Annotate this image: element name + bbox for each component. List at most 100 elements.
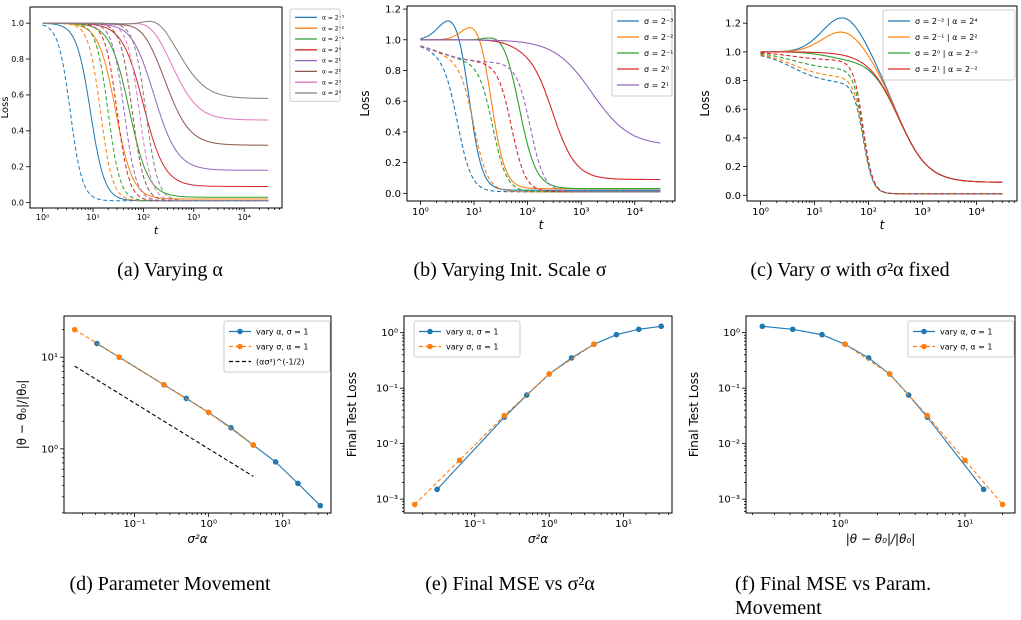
legend-box (223, 320, 331, 373)
y-tick-label: 1.0 (11, 19, 24, 28)
y-axis-label: |θ − θ₀|/|θ₀| (15, 380, 29, 450)
series-line-solid (42, 22, 269, 200)
y-tick-label: 0.0 (725, 191, 741, 202)
y-tick-label: 0.6 (385, 97, 401, 108)
y-tick-label: 0.0 (385, 189, 401, 200)
y-tick-label: 10⁻³ (718, 495, 740, 506)
y-axis-label: Loss (698, 90, 712, 116)
series-line-dashed (42, 22, 269, 202)
legend-label: α = 2² (322, 69, 342, 76)
panel-e-chart: 10⁻¹ 10⁰ 10¹ 10⁻³ 10⁻² 10⁻¹ 10⁰ σ²α Final Test L… (345, 315, 673, 546)
plot-frame (746, 5, 1018, 202)
legend-label: σ = 2⁰ (644, 65, 669, 74)
x-axis-label: σ²α (528, 532, 548, 546)
x-axis-label: t (154, 224, 159, 237)
legend-label: α = 2¹ (322, 58, 342, 65)
data-point (250, 442, 257, 448)
data-point (886, 371, 893, 377)
legend-label: σ = 2¹ | α = 2⁻² (915, 65, 978, 74)
caption-f: (f) Final MSE vs Param. Movement (735, 573, 932, 619)
series-line-dashed (42, 22, 269, 202)
data-point (456, 457, 463, 464)
y-tick-label: 1.2 (725, 19, 741, 30)
series-line (414, 343, 595, 505)
y-tick-label: 0.6 (725, 105, 741, 116)
y-tick-label: 1.0 (385, 35, 401, 46)
y-tick-label: 0.4 (725, 133, 741, 144)
legend-label: σ = 2⁻¹ (644, 49, 673, 58)
data-point (980, 486, 987, 493)
y-axis-label: Loss (0, 97, 11, 119)
data-point (71, 326, 78, 333)
series-line-solid (42, 22, 269, 198)
legend-label: α = 2⁻² (322, 25, 345, 32)
legend-label: σ = 2⁻² | α = 2⁴ (915, 17, 978, 26)
caption-b: (b) Varying Init. Scale σ (413, 259, 607, 281)
data-point (205, 409, 212, 416)
series-line-dashed (42, 22, 269, 202)
y-tick-label: 0.6 (11, 91, 24, 100)
legend-box (907, 320, 1015, 358)
y-tick-label: 0.8 (385, 66, 401, 77)
x-tick-label: 10² (519, 207, 536, 218)
legend-marker (921, 328, 927, 335)
y-tick-label: 10⁰ (41, 444, 58, 455)
x-tick-label: 10¹ (615, 519, 632, 530)
x-axis-label: t (880, 218, 886, 232)
legend-label: α = 2³ (322, 79, 342, 86)
x-tick-label: 10⁰ (36, 213, 49, 222)
series-line-dashed (42, 22, 269, 202)
data-point (842, 341, 848, 347)
series-line (844, 343, 1004, 505)
legend-label: α = 2⁻⁵ (322, 15, 345, 22)
x-tick-label: 10⁰ (752, 207, 769, 218)
y-tick-label: 10¹ (41, 353, 58, 364)
data-point (591, 341, 597, 347)
legend-box (413, 320, 521, 358)
y-tick-label: 0.2 (725, 162, 741, 173)
series-line-solid (760, 51, 1003, 183)
y-tick-label: 10⁻¹ (718, 384, 740, 395)
legend-marker (237, 328, 243, 335)
data-point (116, 354, 123, 361)
legend-label: σ = 2¹ (644, 81, 669, 90)
data-point (789, 326, 796, 333)
y-tick-label: 0.2 (385, 158, 401, 169)
legend-label: σ = 2⁻¹ | α = 2² (915, 33, 978, 42)
y-tick-label: 10⁰ (381, 328, 398, 339)
x-tick-label: 10⁰ (200, 519, 217, 530)
y-axis-label: Final Test Loss (687, 372, 701, 457)
legend-label: σ = 2⁰ | α = 2⁻⁰ (915, 49, 978, 58)
y-tick-label: 10⁻¹ (376, 384, 398, 395)
x-tick-label: 10¹ (957, 519, 974, 530)
legend-label: σ = 2⁻³ (644, 17, 673, 26)
legend-label: vary α, σ = 1 (256, 327, 309, 336)
series-line-dashed (420, 45, 661, 193)
legend-label: α = 2⁴ (322, 90, 342, 97)
caption-a: (a) Varying α (117, 259, 223, 281)
x-tick-label: 10¹ (466, 207, 483, 218)
y-tick-label: 10⁰ (723, 328, 740, 339)
series-line-solid (42, 22, 269, 121)
data-point (295, 480, 301, 487)
x-tick-label: 10² (137, 213, 150, 222)
x-tick-label: 10¹ (86, 213, 99, 222)
x-axis-label: t (539, 218, 545, 232)
y-tick-label: 0.2 (11, 163, 24, 172)
series-line-solid (42, 22, 269, 202)
series-line-solid (42, 22, 269, 146)
legend-marker (427, 343, 433, 350)
y-tick-label: 10⁻² (718, 439, 740, 450)
series-line-solid (42, 22, 269, 187)
legend-label: α = 2⁻¹ (322, 36, 345, 43)
reference-line (74, 365, 254, 477)
panel-d-chart: 10⁻¹ 10⁰ 10¹ 10⁰ 10¹ σ²α |θ − θ₀|/|θ₀| vary α, … (15, 315, 332, 546)
x-tick-label: 10³ (187, 213, 200, 222)
y-tick-label: 0.4 (385, 127, 401, 138)
data-point (962, 457, 968, 464)
data-point (228, 424, 234, 431)
legend-label: α = 2⁰ (322, 47, 342, 54)
series-line-solid (42, 20, 269, 99)
legend-label: vary α, σ = 1 (446, 327, 499, 336)
data-point (658, 323, 665, 330)
